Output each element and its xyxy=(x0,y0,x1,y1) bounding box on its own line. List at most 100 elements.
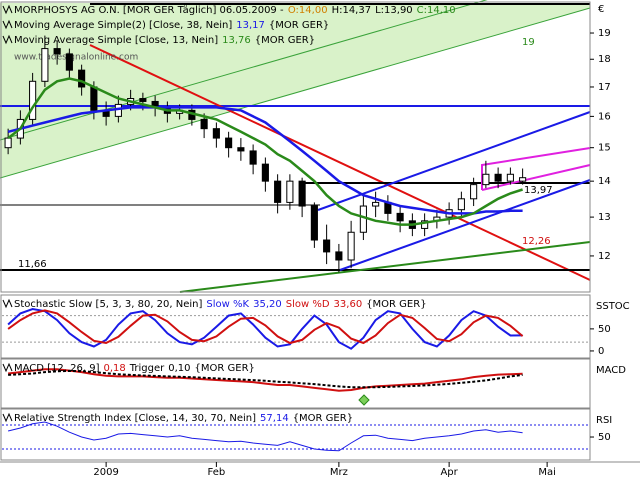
trend-line xyxy=(179,241,591,293)
y-tick-label: 50 xyxy=(598,432,611,443)
legend-item: H:14,37 xyxy=(332,5,372,16)
candle-body xyxy=(470,184,478,200)
legend-item: Trigger xyxy=(129,363,165,374)
y-tick-label: 13 xyxy=(598,212,611,223)
candle-body xyxy=(506,173,514,182)
candle-body xyxy=(286,180,294,203)
y-tick-label: 16 xyxy=(598,111,611,122)
series-line xyxy=(7,309,524,345)
legend-item: 13,17 xyxy=(236,20,265,31)
legend-icon xyxy=(2,19,13,30)
legend-item: Moving Average Simple [Close, 13, Nein] xyxy=(14,35,218,46)
legend-item: O:14,00 xyxy=(288,5,328,16)
legend: MORPHOSYS AG O.N. [MOR GER Täglich] 06.0… xyxy=(14,5,456,16)
legend: Moving Average Simple(2) [Close, 38, Nei… xyxy=(14,20,329,31)
legend: Relative Strength Index [Close, 14, 30, … xyxy=(14,413,353,424)
legend-item: 57,14 xyxy=(260,413,289,424)
candle-body xyxy=(335,251,343,261)
candle-body xyxy=(323,239,331,253)
candle-body xyxy=(212,128,220,139)
panel-frame xyxy=(0,408,591,461)
trend-line xyxy=(481,164,591,191)
y-tick-label: 19 xyxy=(598,28,611,39)
legend-icon xyxy=(2,4,13,15)
legend-item: 13,76 xyxy=(222,35,251,46)
candle-body xyxy=(200,118,208,130)
legend-item: C:14,10 xyxy=(417,5,456,16)
crossover-marker xyxy=(358,394,370,406)
candle-body xyxy=(347,231,355,261)
series-line xyxy=(7,421,523,452)
annotation: 12,26 xyxy=(522,236,551,247)
candle-body xyxy=(372,201,380,207)
legend-icon xyxy=(2,298,13,309)
legend-item: Stochastic Slow [5, 3, 3, 80, 20, Nein] xyxy=(14,299,203,310)
channel-fill xyxy=(0,3,590,178)
candle-body xyxy=(298,180,306,207)
candle-body xyxy=(421,220,429,229)
candle-body xyxy=(29,80,37,120)
panel-label: MACD xyxy=(596,365,626,376)
legend-item: {MOR GER} xyxy=(195,363,255,374)
candle-body xyxy=(261,163,269,182)
trend-line xyxy=(339,179,591,271)
x-tick-label: Apr xyxy=(440,467,458,478)
y-tick-label: 17 xyxy=(598,82,611,93)
candle-body xyxy=(519,177,527,182)
legend-item: MACD [12, 26, 9] xyxy=(14,363,100,374)
legend-item: {MOR GER} xyxy=(293,413,353,424)
candle-body xyxy=(359,205,367,233)
legend-item: Moving Average Simple(2) [Close, 38, Nei… xyxy=(14,20,232,31)
trend-line xyxy=(317,111,591,211)
legend-item: MORPHOSYS AG O.N. [MOR GER Täglich] 06.0… xyxy=(14,5,284,16)
y-tick-label: 50 xyxy=(598,324,611,335)
trend-line xyxy=(0,7,591,179)
trend-line xyxy=(481,147,591,190)
y-tick-label: 15 xyxy=(598,143,611,154)
panel-frame xyxy=(0,294,591,359)
legend: Moving Average Simple [Close, 13, Nein] 1… xyxy=(14,35,315,46)
candle-body xyxy=(310,205,318,241)
candle-body xyxy=(41,48,49,82)
price-overlays xyxy=(0,0,591,293)
series-line xyxy=(7,77,523,226)
candle-body xyxy=(482,173,490,186)
candle-body xyxy=(4,137,12,149)
legend-icon xyxy=(2,34,13,45)
x-tick-label: 2009 xyxy=(93,467,118,478)
currency-symbol: € xyxy=(598,4,604,15)
legend-item: L:13,90 xyxy=(375,5,413,16)
panel-frame xyxy=(0,1,591,293)
series-line xyxy=(7,307,523,350)
candle-body xyxy=(457,198,465,211)
candle-body xyxy=(139,98,147,102)
x-tick-label: Feb xyxy=(208,467,226,478)
series-line xyxy=(8,369,523,389)
candle-body xyxy=(494,173,502,182)
candle-body xyxy=(274,180,282,203)
panel-label: RSI xyxy=(596,415,612,426)
legend-item: {MOR GER} xyxy=(269,20,329,31)
panel-frame xyxy=(0,358,591,409)
legend-icon xyxy=(2,362,13,373)
annotation: 19 xyxy=(522,37,535,48)
legend: MACD [12, 26, 9] 0,18 Trigger 0,10 {MOR GER} xyxy=(14,363,255,374)
legend: Stochastic Slow [5, 3, 3, 80, 20, Nein] S… xyxy=(14,299,427,310)
legend-item: 0,10 xyxy=(168,363,190,374)
watermark: www.tradesignalonline.com xyxy=(14,53,138,63)
y-tick-label: 18 xyxy=(598,54,611,65)
candle-body xyxy=(90,86,98,111)
annotation: 11,66 xyxy=(18,259,47,270)
legend-item: {MOR GER} xyxy=(255,35,315,46)
series-line xyxy=(7,106,523,215)
y-tick-label: 12 xyxy=(598,251,611,262)
legend-item: Relative Strength Index [Close, 14, 30, … xyxy=(14,413,256,424)
legend-item: 0,18 xyxy=(103,363,125,374)
candle-body xyxy=(237,147,245,152)
trend-line xyxy=(89,44,591,281)
candle-body xyxy=(249,150,257,165)
candle-body xyxy=(396,212,404,222)
panel-label: SSTOC xyxy=(596,301,630,312)
legend-item: Slow %D xyxy=(286,299,330,310)
